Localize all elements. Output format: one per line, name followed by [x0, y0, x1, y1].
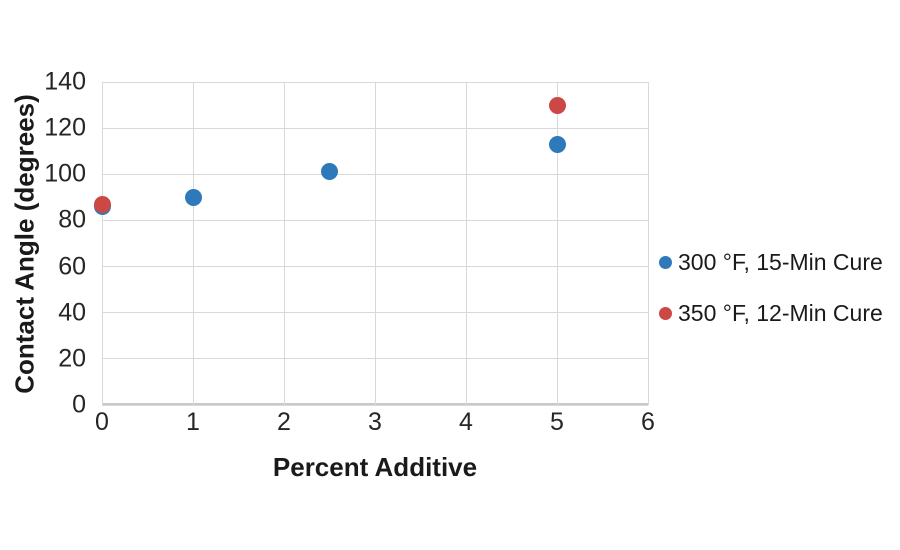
y-gridline — [102, 173, 648, 175]
y-gridline — [102, 358, 648, 360]
x-gridline — [192, 82, 194, 405]
x-gridline — [283, 82, 285, 405]
x-tick-label: 6 — [641, 408, 655, 436]
x-gridline — [374, 82, 376, 405]
plot-area — [93, 81, 649, 406]
y-tick-label: 40 — [58, 298, 86, 327]
y-gridline — [102, 219, 648, 221]
y-tick-label: 100 — [44, 159, 86, 188]
y-tick-label: 120 — [44, 113, 86, 142]
legend: 300 °F, 15-Min Cure 350 °F, 12-Min Cure — [659, 245, 883, 347]
x-tick-label: 2 — [277, 408, 291, 436]
legend-item: 350 °F, 12-Min Cure — [659, 296, 883, 330]
x-tick-label: 3 — [368, 408, 382, 436]
data-point — [184, 188, 202, 206]
legend-label: 350 °F, 12-Min Cure — [678, 299, 883, 326]
data-point — [321, 163, 338, 181]
legend-label: 300 °F, 15-Min Cure — [678, 248, 883, 275]
y-gridline — [102, 127, 648, 129]
legend-item: 300 °F, 15-Min Cure — [659, 245, 883, 279]
x-tick-label: 5 — [550, 408, 564, 436]
y-gridline — [102, 266, 648, 268]
y-tick-label: 60 — [58, 252, 86, 281]
x-gridline — [465, 82, 467, 405]
y-axis-tick-labels: 0 20 40 60 80 100 120 140 — [0, 69, 94, 417]
y-gridline — [102, 81, 648, 83]
legend-marker-icon — [659, 255, 672, 269]
y-tick-label: 20 — [58, 344, 86, 373]
x-gridline — [101, 82, 103, 405]
x-axis-tick-labels: 0 1 2 3 4 5 6 — [95, 408, 655, 440]
y-tick-label: 0 — [72, 390, 86, 419]
y-gridline — [102, 404, 648, 406]
x-gridline — [556, 82, 558, 405]
x-axis-title: Percent Additive — [272, 452, 478, 482]
x-tick-label: 1 — [186, 408, 200, 436]
data-point — [548, 96, 566, 114]
legend-marker-icon — [659, 306, 672, 320]
y-tick-label: 80 — [58, 205, 86, 234]
y-gridline — [102, 312, 648, 314]
data-point — [548, 135, 566, 153]
y-tick-label: 140 — [44, 67, 86, 96]
data-point — [93, 195, 111, 213]
x-tick-label: 4 — [459, 408, 473, 436]
x-tick-label: 0 — [95, 408, 109, 436]
x-gridline — [647, 82, 649, 405]
